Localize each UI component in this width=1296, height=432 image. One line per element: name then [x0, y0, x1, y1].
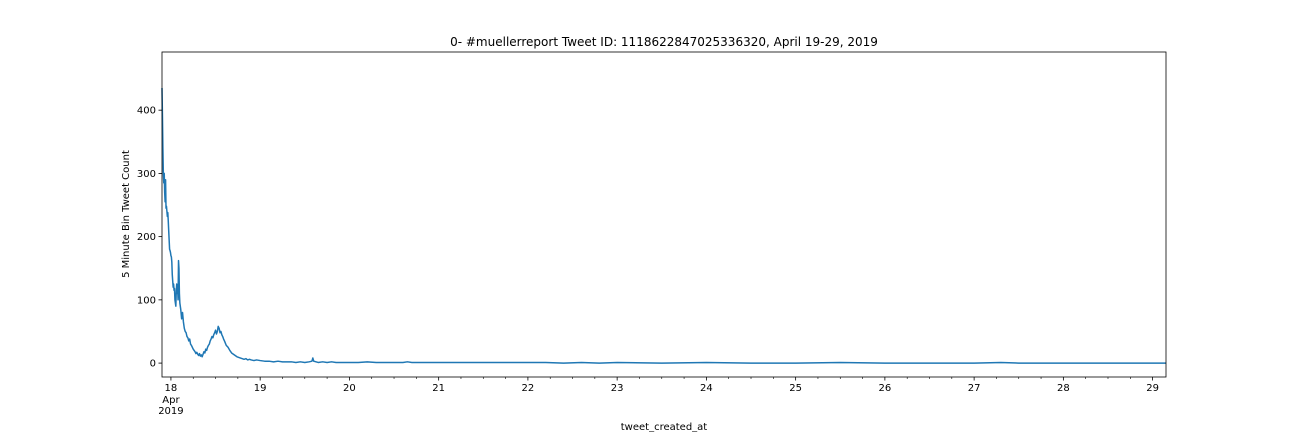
y-axis: 0 100 200 300 400	[137, 106, 162, 370]
x-tick-label-18: 18	[165, 383, 178, 394]
x-tick-label-25: 25	[789, 383, 802, 394]
x-tick-label-21: 21	[432, 383, 445, 394]
x-secondary-label-0: Apr	[162, 395, 180, 406]
x-tick-label-19: 19	[254, 383, 267, 394]
x-axis-label: tweet_created_at	[621, 422, 708, 432]
y-tick-label-300: 300	[137, 169, 156, 180]
x-tick-label-27: 27	[968, 383, 981, 394]
x-tick-label-26: 26	[879, 383, 892, 394]
y-axis-label: 5 Minute Bin Tweet Count	[121, 150, 132, 278]
x-tick-label-22: 22	[522, 383, 535, 394]
y-tick-label-0: 0	[150, 359, 156, 370]
y-tick-label-100: 100	[137, 295, 156, 306]
x-secondary-label-1: 2019	[158, 406, 183, 417]
x-tick-label-20: 20	[343, 383, 356, 394]
y-tick-label-400: 400	[137, 106, 156, 117]
x-tick-label-23: 23	[611, 383, 624, 394]
x-tick-label-24: 24	[700, 383, 713, 394]
x-tick-label-29: 29	[1146, 383, 1159, 394]
chart-title: 0- #muellerreport Tweet ID: 111862284702…	[450, 35, 878, 49]
series-line-0	[161, 88, 1166, 364]
x-tick-label-28: 28	[1057, 383, 1070, 394]
y-tick-label-200: 200	[137, 232, 156, 243]
plot-area-frame	[161, 51, 1167, 378]
